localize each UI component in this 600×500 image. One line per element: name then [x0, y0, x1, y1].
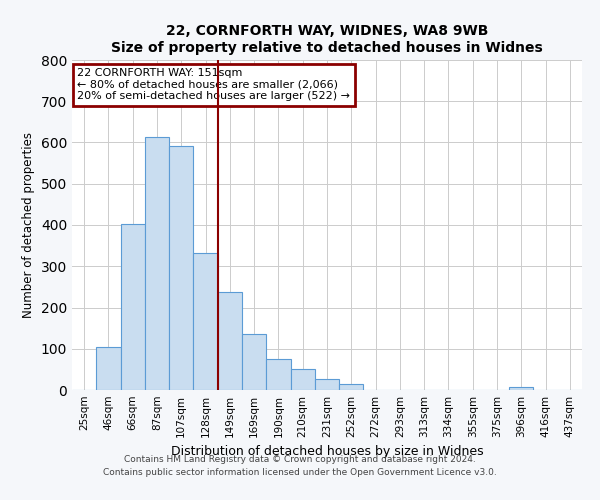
Bar — [339, 384, 364, 390]
Bar — [509, 386, 533, 390]
Bar — [96, 346, 121, 390]
Bar — [266, 358, 290, 390]
Text: 22 CORNFORTH WAY: 151sqm
← 80% of detached houses are smaller (2,066)
20% of sem: 22 CORNFORTH WAY: 151sqm ← 80% of detach… — [77, 68, 350, 102]
Bar — [121, 224, 145, 390]
Text: Contains HM Land Registry data © Crown copyright and database right 2024.: Contains HM Land Registry data © Crown c… — [124, 456, 476, 464]
Bar — [218, 292, 242, 390]
Bar — [169, 146, 193, 390]
Bar — [145, 136, 169, 390]
Y-axis label: Number of detached properties: Number of detached properties — [22, 132, 35, 318]
Text: Contains public sector information licensed under the Open Government Licence v3: Contains public sector information licen… — [103, 468, 497, 477]
Bar — [315, 380, 339, 390]
Bar — [193, 252, 218, 390]
Bar — [290, 370, 315, 390]
Bar — [242, 334, 266, 390]
Title: 22, CORNFORTH WAY, WIDNES, WA8 9WB
Size of property relative to detached houses : 22, CORNFORTH WAY, WIDNES, WA8 9WB Size … — [111, 24, 543, 54]
X-axis label: Distribution of detached houses by size in Widnes: Distribution of detached houses by size … — [170, 446, 484, 458]
